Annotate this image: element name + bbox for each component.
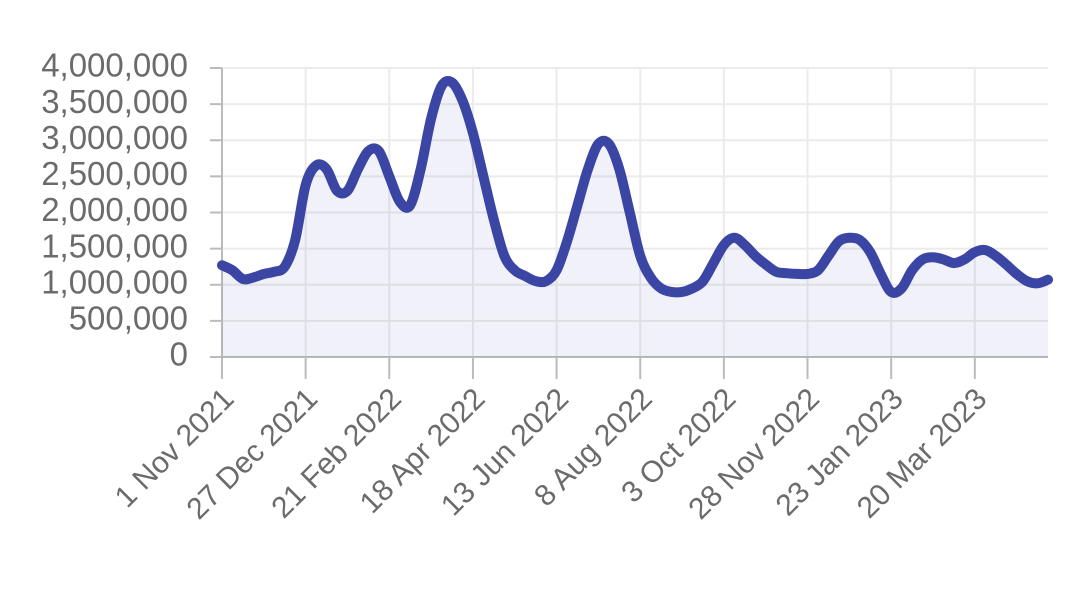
y-tick-label: 500,000	[69, 300, 188, 337]
line	[217, 75, 1053, 298]
y-tick-label: 2,500,000	[41, 155, 188, 192]
y-tick-label: 1,000,000	[41, 263, 188, 300]
y-tick-label: 3,500,000	[41, 83, 188, 120]
y-tick-label: 4,000,000	[41, 47, 188, 84]
y-tick-label: 1,500,000	[41, 227, 188, 264]
y-tick-label: 3,000,000	[41, 119, 188, 156]
y-tick-label: 2,000,000	[41, 191, 188, 228]
y-tick-label: 0	[170, 336, 188, 373]
